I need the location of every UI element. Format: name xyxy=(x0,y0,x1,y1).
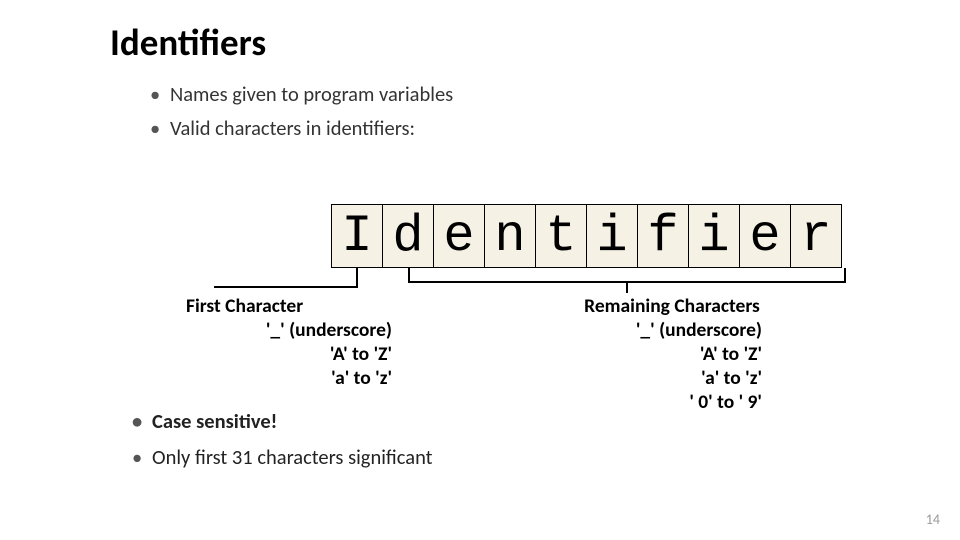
page-number: 14 xyxy=(926,511,940,528)
remaining-digits: ' 0' to ' 9' xyxy=(542,390,802,414)
first-char-upper: 'A' to 'Z' xyxy=(186,342,446,366)
char-cell-8: e xyxy=(739,204,791,268)
first-char-connector-down xyxy=(356,268,358,288)
char-cell-5: i xyxy=(586,204,638,268)
first-char-underscore: '_' (underscore) xyxy=(186,318,446,342)
slide: Identifiers Names given to program varia… xyxy=(0,0,960,540)
char-cell-6: f xyxy=(637,204,689,268)
char-cell-1: d xyxy=(382,204,434,268)
remaining-lower: 'a' to 'z' xyxy=(542,366,802,390)
bullet-31-chars: Only first 31 characters significant xyxy=(152,444,433,470)
first-char-lower: 'a' to 'z' xyxy=(186,366,446,390)
remaining-bracket-drop xyxy=(626,283,628,293)
remaining-upper: 'A' to 'Z' xyxy=(542,342,802,366)
identifier-spellout: I d e n t i f i e r xyxy=(331,204,842,268)
char-cell-9: r xyxy=(790,204,842,268)
top-bullets: Names given to program variables Valid c… xyxy=(110,81,850,141)
remaining-characters-column: Remaining Characters '_' (underscore) 'A… xyxy=(542,294,802,414)
char-cell-4: t xyxy=(535,204,587,268)
first-character-header: First Character xyxy=(186,294,446,318)
bullet-case-sensitive: Case sensitive! xyxy=(152,408,433,434)
char-cell-7: i xyxy=(688,204,740,268)
remaining-underscore: '_' (underscore) xyxy=(542,318,802,342)
bullet-names-given: Names given to program variables xyxy=(170,81,850,107)
first-char-connector-across xyxy=(214,286,358,288)
char-cell-0: I xyxy=(331,204,383,268)
bullet-valid-chars: Valid characters in identifiers: xyxy=(170,115,850,141)
remaining-bracket-right xyxy=(844,268,846,282)
character-rules-columns: First Character '_' (underscore) 'A' to … xyxy=(186,294,802,414)
slide-title: Identifiers xyxy=(110,20,850,65)
char-cell-2: e xyxy=(433,204,485,268)
remaining-bracket-left xyxy=(408,268,410,282)
first-character-column: First Character '_' (underscore) 'A' to … xyxy=(186,294,446,414)
char-cell-3: n xyxy=(484,204,536,268)
remaining-characters-header: Remaining Characters xyxy=(542,294,802,318)
bottom-bullets: Case sensitive! Only first 31 characters… xyxy=(152,408,433,480)
